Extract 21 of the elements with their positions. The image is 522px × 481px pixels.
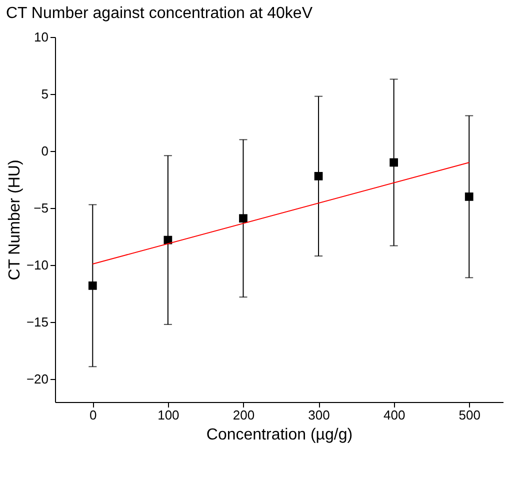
point bbox=[239, 214, 248, 223]
x-tick-label: 500 bbox=[458, 408, 480, 422]
y-tick-label: −15 bbox=[26, 314, 48, 330]
x-axis-title: Concentration (µg/g) bbox=[206, 426, 353, 444]
x-tick-label: 200 bbox=[232, 408, 255, 422]
y-axis-title: CT Number (HU) bbox=[6, 160, 24, 280]
y-tick-label: −10 bbox=[26, 258, 48, 273]
point bbox=[390, 158, 398, 167]
x-tick-label: 400 bbox=[383, 408, 406, 422]
y-tick-label: 5 bbox=[41, 86, 48, 102]
y-tick-label: 10 bbox=[34, 30, 48, 44]
y-tick-label: −20 bbox=[26, 372, 48, 387]
y-tick-label: −5 bbox=[34, 200, 48, 216]
x-tick-label: 100 bbox=[158, 408, 180, 422]
point bbox=[88, 281, 97, 290]
chart-title: CT Number against concentration at 40keV bbox=[6, 5, 313, 22]
point bbox=[314, 172, 323, 180]
x-tick-label: 300 bbox=[308, 408, 330, 422]
x-tick-label: 0 bbox=[90, 408, 97, 422]
point bbox=[464, 192, 474, 201]
y-tick-label: 0 bbox=[41, 144, 48, 159]
